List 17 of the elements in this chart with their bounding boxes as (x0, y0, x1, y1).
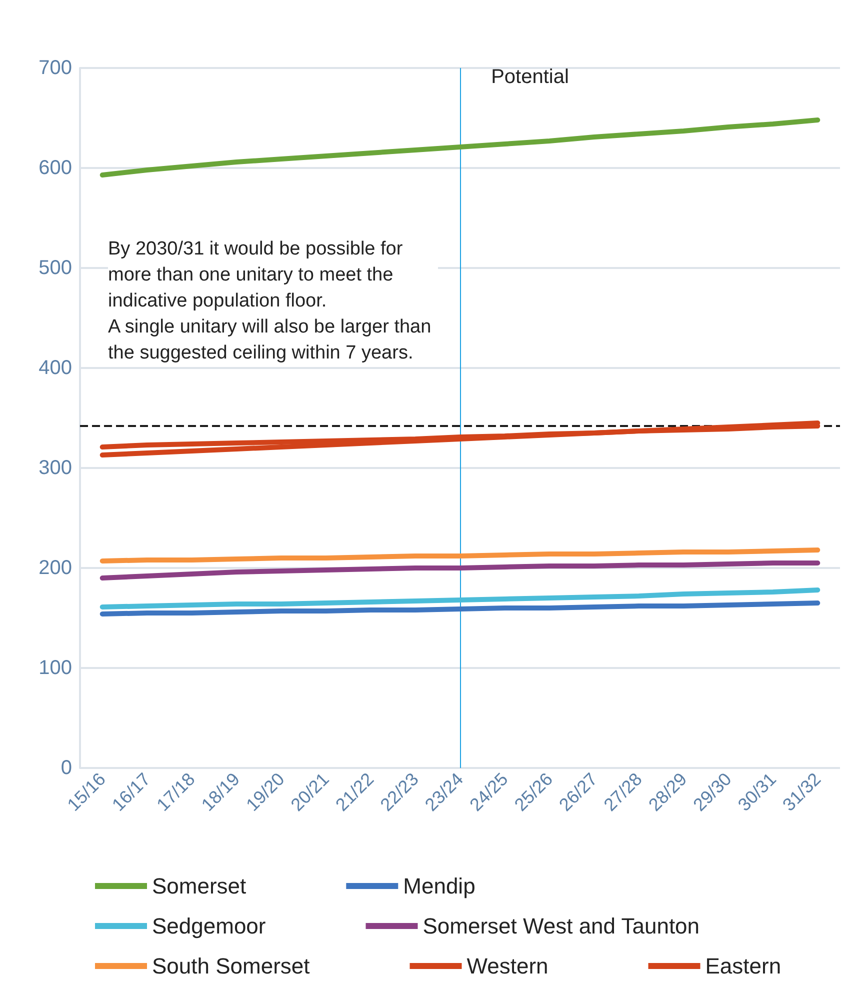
legend-label: Somerset West and Taunton (422, 914, 700, 938)
y-tick-label: 600 (38, 157, 72, 179)
y-tick-label: 200 (38, 557, 72, 579)
y-tick-label: 400 (38, 357, 72, 379)
y-tick-label: 100 (38, 657, 72, 679)
ref-line-label: Potential (491, 66, 569, 88)
legend-label: Somerset (152, 874, 246, 898)
legend-label: Eastern (705, 954, 782, 978)
legend-label: Mendip (403, 874, 476, 898)
annotation: By 2030/31 it would be possible for more than one unitary to meet the indicative population floor. A single unitary will also be larger than the suggested ceiling within 7 years. (108, 238, 436, 364)
y-tick-label: 500 (38, 257, 72, 279)
y-tick-label: 700 (38, 57, 72, 79)
legend-label: Western (466, 954, 548, 978)
legend-label: Sedgemoor (152, 914, 266, 938)
y-tick-label: 0 (60, 757, 72, 779)
y-tick-label: 300 (38, 457, 72, 479)
legend-label: South Somerset (152, 954, 310, 978)
